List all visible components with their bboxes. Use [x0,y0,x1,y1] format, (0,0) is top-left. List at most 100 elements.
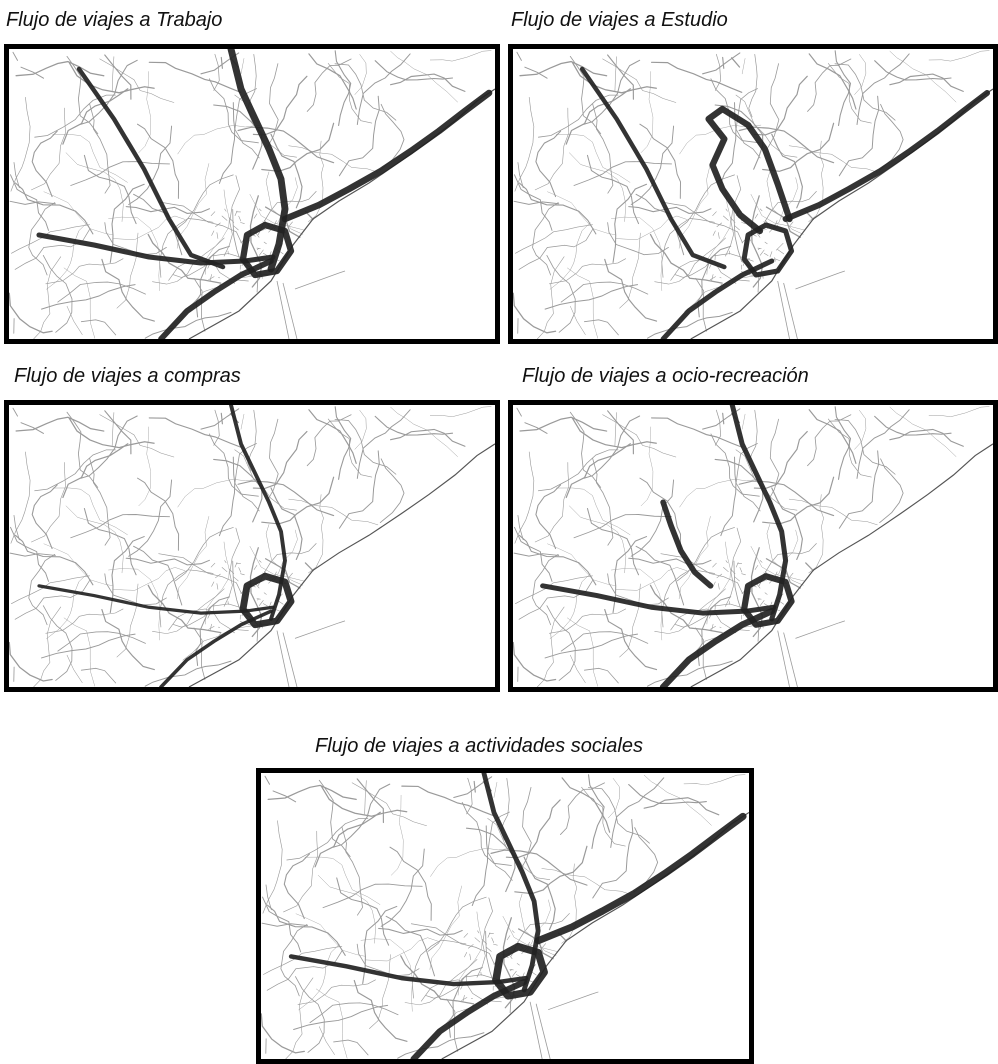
street-segment [769,251,773,258]
street-segment [240,573,245,576]
street-segment [709,626,716,630]
road-segment [385,915,435,977]
flow-map-estudio [513,49,993,339]
road-segment [476,897,493,978]
road-segment [249,546,305,582]
road-segment [513,292,557,334]
road-segment [725,527,742,607]
road-segment [523,856,556,931]
road-segment [364,780,367,815]
road-segment [738,480,835,517]
road-segment [714,409,722,446]
road-segment [628,783,707,805]
street-segment [208,626,215,630]
road-segment [586,507,640,576]
road-segment [748,54,758,118]
road-segment [374,415,454,436]
street-segment [739,567,743,573]
street-segment [238,567,242,573]
road-segment [223,527,240,607]
harbor-line [838,620,845,624]
harbor-line [838,270,845,274]
road-segment [147,584,222,634]
street-segment [493,943,498,946]
road-segment [710,433,760,497]
road-segment [43,191,114,236]
road-segment [854,410,867,450]
road-segment [9,292,53,334]
road-segment [808,409,857,464]
road-segment [487,811,513,881]
street-segment [764,241,768,245]
road-segment [720,102,737,184]
road-segment [471,825,489,907]
road-segment [647,311,733,339]
harbor-line [294,272,340,290]
road-segment [125,557,210,566]
road-segment [306,58,352,112]
road-segment [295,976,325,1053]
street-segment [542,943,546,948]
street-segment [741,222,746,224]
street-segment [725,560,728,564]
road-segment [400,955,475,1005]
road-segment [679,124,762,155]
road-network [261,774,746,1059]
road-segment [218,102,236,184]
harbor-line [282,632,298,687]
road-segment [706,541,731,625]
flow-corridor-northwest [76,66,226,270]
road-segment [650,61,743,93]
street-segment [259,249,264,256]
road-segment [175,527,234,582]
harbor-line [548,993,593,1011]
road-segment [514,174,553,231]
road-segment [612,183,648,263]
road-segment [80,59,138,125]
road-segment [650,417,743,448]
map-panel-ocio [508,400,998,692]
road-segment [218,456,236,537]
road-segment [111,412,115,446]
road-segment [427,896,487,952]
harbor-line [294,622,340,639]
road-segment [308,53,357,110]
road-segment [619,232,641,309]
road-segment [378,927,463,936]
street-segment [775,258,781,261]
road-segment [615,567,687,591]
road-segment [109,183,145,263]
road-segment [722,412,725,425]
road-segment [581,786,626,847]
road-segment [569,55,602,135]
harbor-line [592,991,599,995]
road-segment [220,56,223,69]
street-segment [729,217,736,223]
road-segment [338,95,380,177]
road-segment [430,847,514,877]
road-segment [874,415,952,436]
road-segment [285,977,314,1059]
street-segment [233,225,239,231]
road-segment [101,609,155,671]
road-segment [541,868,632,895]
road-segment [28,202,56,276]
street-segment [712,211,717,216]
road-segment [587,774,605,849]
road-segment [68,417,155,449]
road-segment [332,783,391,848]
road-segment [152,237,225,285]
road-segment [611,568,663,641]
road-segment [611,216,663,291]
road-segment [80,415,138,479]
road-segment [369,954,391,1029]
flow-corridor-center [741,573,795,628]
harbor-line [276,280,290,339]
road-segment [827,418,872,478]
street-segment [712,562,717,568]
road-segment [295,913,366,957]
road-segment [697,245,732,318]
flow-corridor-west-central [540,583,777,616]
road-segment [612,536,648,614]
street-segment [516,974,521,978]
